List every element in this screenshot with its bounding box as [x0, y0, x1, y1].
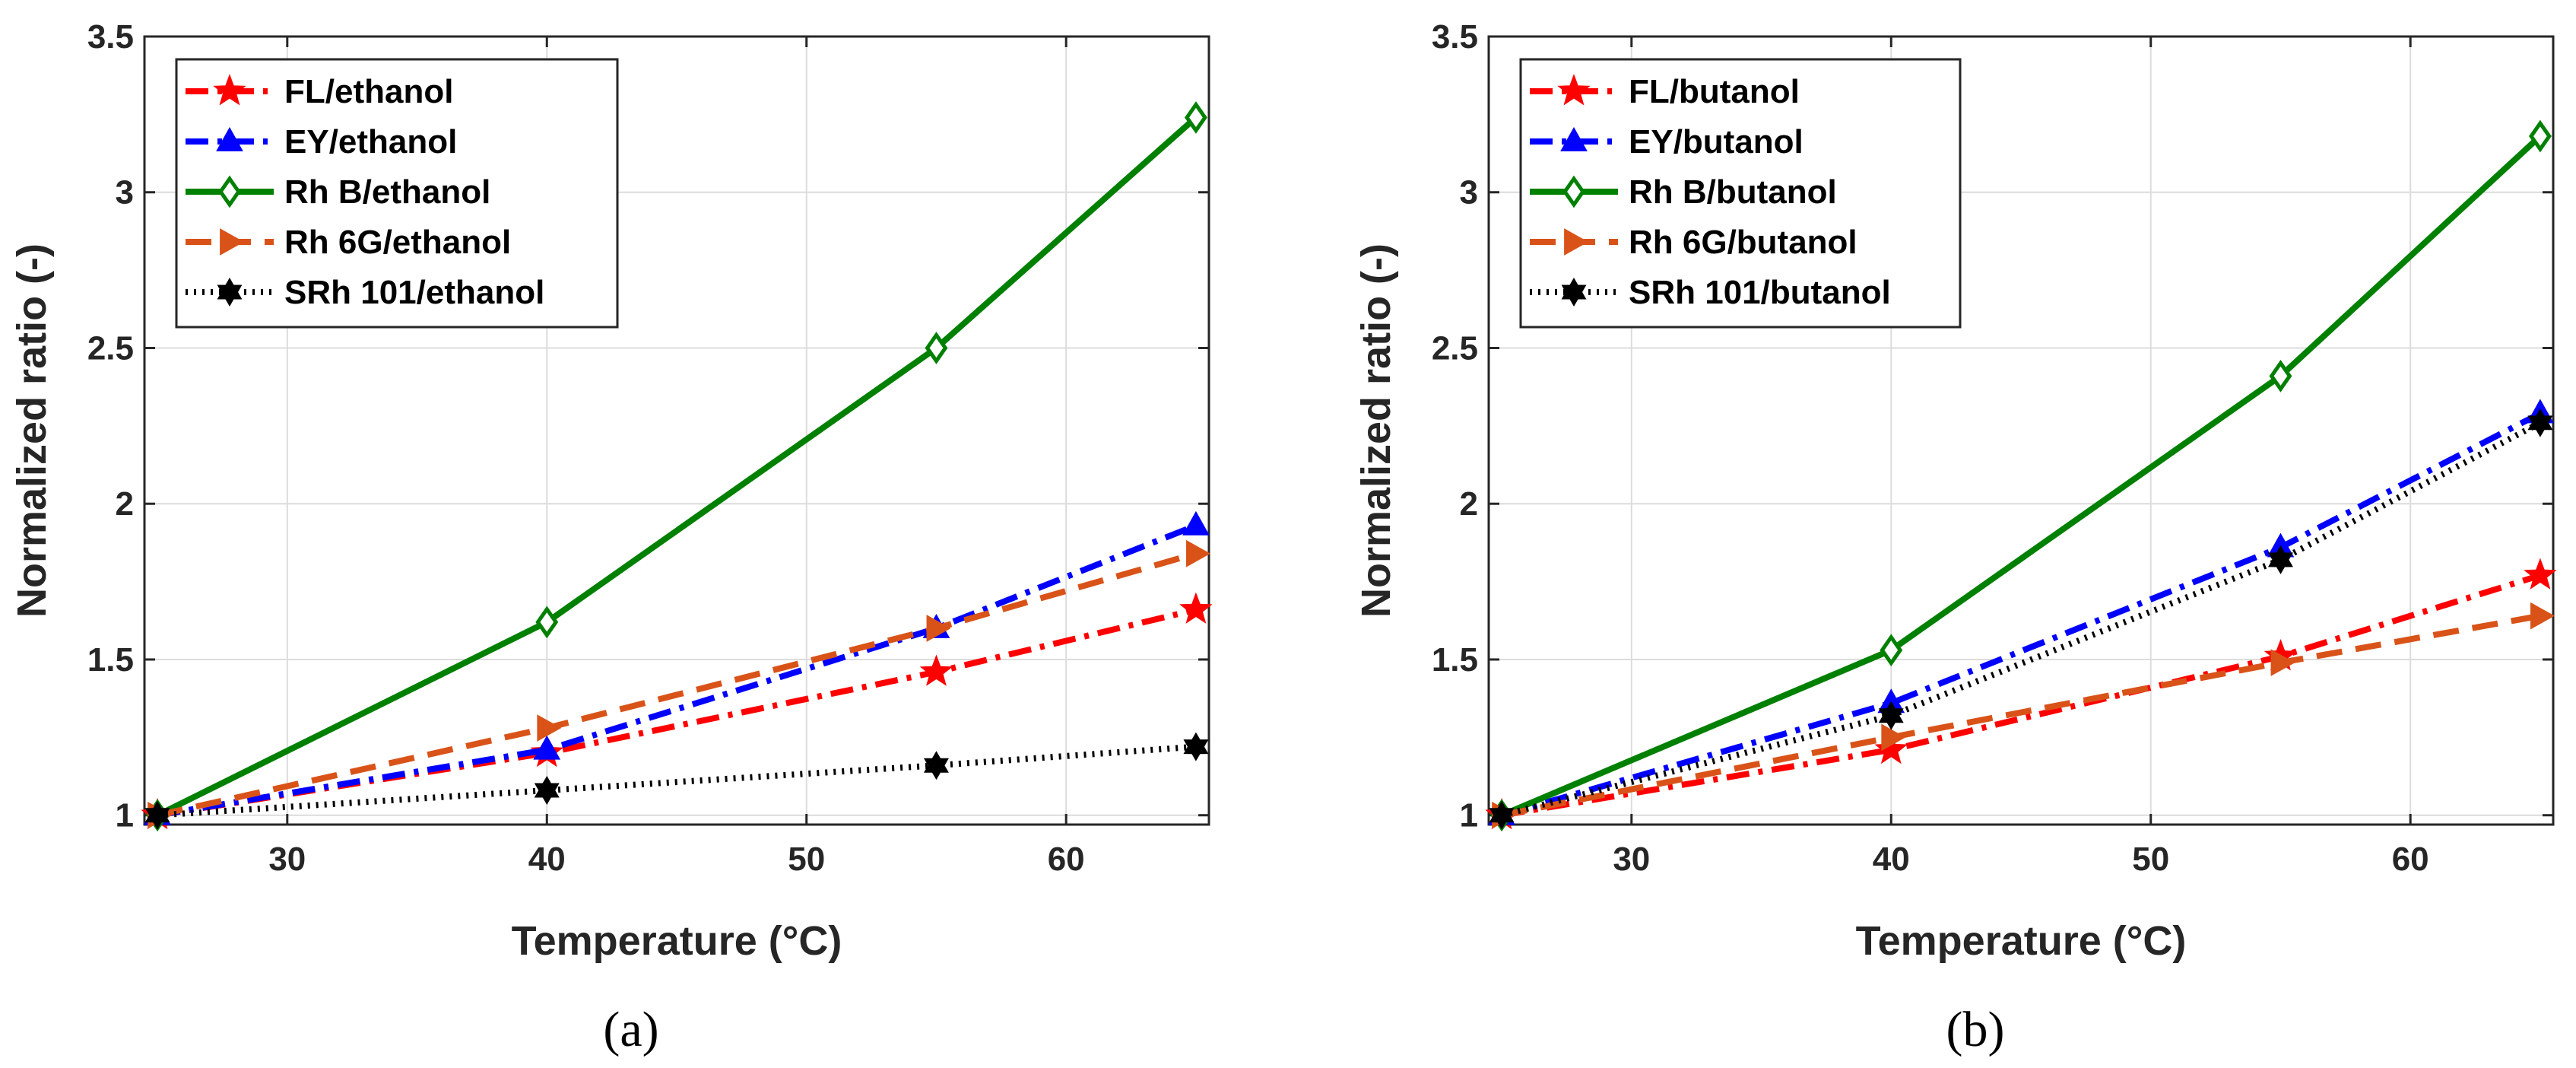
legend-marker	[1564, 228, 1589, 256]
data-point	[925, 332, 948, 364]
series-line	[157, 550, 1198, 818]
data-point	[1880, 634, 1903, 667]
data-point	[2269, 359, 2292, 393]
data-point	[1881, 723, 1906, 752]
legend-label: SRh 101/ethanol	[284, 274, 544, 311]
data-point	[926, 615, 951, 642]
series-fl-butanol	[1485, 558, 2557, 830]
legend-marker	[220, 228, 245, 256]
series-ey-ethanol	[144, 510, 1210, 825]
legend-label: EY/ethanol	[284, 123, 457, 161]
y-tick-label: 2	[1460, 485, 1478, 523]
y-tick-label: 1.5	[87, 641, 134, 679]
axes-box	[143, 35, 1210, 826]
legend-marker	[1560, 126, 1588, 151]
data-point	[534, 776, 560, 805]
y-tick-label: 1	[116, 797, 134, 834]
panel-label: (b)	[1946, 1002, 2005, 1057]
y-tick-label: 2.5	[1432, 329, 1478, 367]
data-point	[919, 654, 953, 686]
series-rh-b-butanol	[1490, 119, 2552, 832]
data-point	[144, 800, 170, 830]
series-srh-101-butanol	[1489, 408, 2553, 830]
x-tick-label: 30	[268, 841, 306, 878]
legend-marker	[216, 126, 243, 151]
y-tick-label: 1.5	[1432, 641, 1478, 679]
legend-label: Rh B/butanol	[1629, 173, 1837, 211]
data-point	[2267, 545, 2293, 574]
y-tick-label: 3	[116, 174, 134, 211]
chart-panel-b: 30 40 50 60 1 1.5 2 2.5 3 3.5 Temperature (°C) Norm…	[1353, 18, 2557, 1057]
legend-label: Rh 6G/butanol	[1629, 224, 1857, 261]
legend-marker	[1562, 175, 1585, 208]
data-point	[1179, 592, 1213, 624]
data-point	[2527, 408, 2553, 437]
data-point	[2524, 558, 2557, 590]
legend-marker	[1561, 277, 1587, 307]
legend-label: FL/ethanol	[284, 73, 453, 110]
series-rh-6g-butanol	[1492, 602, 2555, 829]
x-axis-label: Temperature (°C)	[512, 918, 842, 964]
y-axis-label: Normalized ratio (-)	[9, 243, 55, 618]
x-tick-label: 60	[2392, 841, 2429, 878]
legend-marker	[213, 74, 246, 106]
data-point	[1874, 732, 1908, 764]
y-tick-label: 2.5	[87, 329, 134, 367]
series-line	[1501, 572, 2542, 818]
series-line	[157, 523, 1198, 818]
legend-label: FL/butanol	[1629, 73, 1800, 110]
data-point	[1183, 732, 1209, 761]
x-axis-label: Temperature (°C)	[1856, 918, 2187, 964]
y-tick-label: 3.5	[87, 18, 134, 56]
y-tick-label: 3.5	[1432, 18, 1478, 56]
series-line	[1500, 134, 2543, 818]
axes-box	[1487, 35, 2555, 826]
y-tick-label: 3	[1460, 174, 1478, 211]
y-axis-label: Normalized ratio (-)	[1353, 243, 1399, 618]
x-tick-label: 50	[2132, 841, 2169, 878]
x-tick-label: 40	[1873, 841, 1910, 878]
data-point	[537, 714, 562, 742]
chart-panel-a: 30 40 50 60 1 1.5 2 2.5 3 3.5 Temperature (°C) Norm…	[9, 18, 1213, 1057]
y-tick-label: 1	[1460, 797, 1478, 834]
x-tick-label: 30	[1613, 841, 1650, 878]
data-point	[535, 606, 559, 639]
legend-marker	[217, 277, 243, 307]
legend-label: SRh 101/butanol	[1629, 274, 1891, 311]
data-point	[2528, 119, 2552, 153]
legend-marker	[1557, 74, 1591, 106]
x-tick-label: 50	[788, 841, 825, 878]
data-point	[1878, 701, 1904, 730]
data-point	[923, 751, 949, 780]
data-point	[1182, 510, 1210, 536]
x-tick-label: 60	[1048, 841, 1085, 878]
data-point	[1184, 101, 1207, 134]
legend-label: EY/butanol	[1629, 123, 1804, 161]
legend: FL/butanol EY/butanol Rh B/butanol Rh 6G/bu…	[1519, 58, 1962, 329]
legend: FL/ethanol EY/ethanol Rh B/ethanol Rh 6G/et…	[175, 58, 619, 329]
series-line	[1501, 612, 2541, 818]
series-ey-butanol	[1488, 399, 2554, 825]
y-tick-label: 2	[116, 485, 134, 523]
series-line	[1501, 420, 2542, 818]
series-srh-101-ethanol	[144, 732, 1209, 830]
series-line	[1500, 410, 2542, 818]
legend-marker	[218, 175, 241, 208]
series-line	[156, 115, 1198, 818]
data-point	[2530, 602, 2555, 630]
panel-label: (a)	[603, 1002, 658, 1057]
data-point	[2270, 649, 2295, 676]
data-point	[1186, 539, 1210, 567]
data-point	[533, 735, 561, 760]
data-point	[1489, 800, 1515, 830]
legend-label: Rh 6G/ethanol	[284, 224, 511, 261]
x-tick-label: 40	[528, 841, 566, 878]
legend-label: Rh B/ethanol	[284, 173, 490, 211]
